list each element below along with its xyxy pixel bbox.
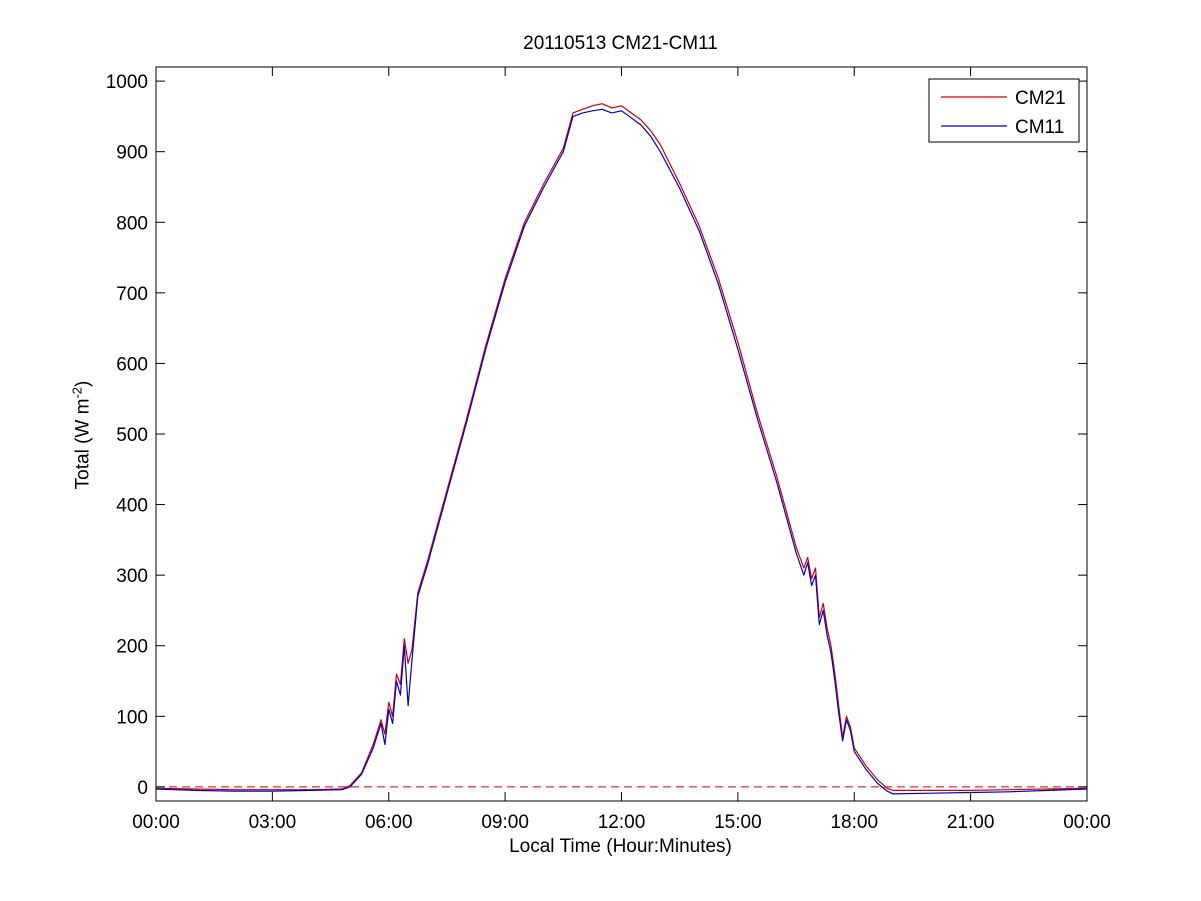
y-axis-label-text: Total (W m xyxy=(72,398,94,490)
y-tick-label: 1000 xyxy=(106,72,148,93)
x-tick-label: 06:00 xyxy=(365,812,413,833)
y-tick-label: 700 xyxy=(116,284,148,305)
series-line-cm11 xyxy=(155,108,1088,795)
legend-box xyxy=(928,78,1080,143)
legend-label-cm11: CM11 xyxy=(1015,117,1064,138)
y-axis-label: Total (W m-2) xyxy=(69,381,94,490)
x-tick-label: 15:00 xyxy=(714,812,762,833)
y-tick-label: 900 xyxy=(116,143,148,164)
x-tick-label: 03:00 xyxy=(249,812,297,833)
y-tick-label: 500 xyxy=(116,425,148,446)
y-tick-label: 400 xyxy=(116,496,148,517)
y-tick-label: 0 xyxy=(137,778,148,799)
y-tick-label: 300 xyxy=(116,566,148,587)
x-tick-label: 12:00 xyxy=(598,812,646,833)
series-line-cm21 xyxy=(155,103,1088,792)
axes-frame xyxy=(155,66,1088,802)
y-axis-label-exponent: -2 xyxy=(69,386,85,399)
y-tick-label: 100 xyxy=(116,707,148,728)
legend-label-cm21: CM21 xyxy=(1015,88,1066,109)
y-axis-label-close: ) xyxy=(72,380,94,387)
y-tick-label: 200 xyxy=(116,637,148,658)
x-tick-label: 00:00 xyxy=(132,812,180,833)
x-tick-label: 00:00 xyxy=(1063,812,1111,833)
x-tick-label: 09:00 xyxy=(481,812,529,833)
x-axis-label: Local Time (Hour:Minutes) xyxy=(509,836,732,857)
x-tick-label: 18:00 xyxy=(830,812,878,833)
chart-title: 20110513 CM21-CM11 xyxy=(523,33,718,54)
y-tick-label: 600 xyxy=(116,354,148,375)
x-tick-label: 21:00 xyxy=(947,812,995,833)
y-tick-label: 800 xyxy=(116,213,148,234)
